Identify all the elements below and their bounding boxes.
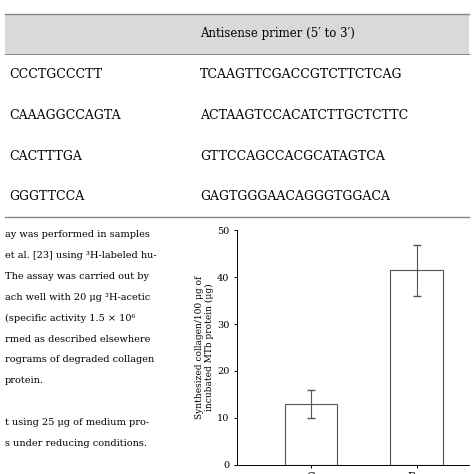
Bar — [390, 270, 443, 465]
Text: GAGTGGGAACAGGGTGGACA: GAGTGGGAACAGGGTGGACA — [200, 190, 390, 203]
Text: Antisense primer (5′ to 3′): Antisense primer (5′ to 3′) — [200, 27, 355, 40]
Text: s under reducing conditions.: s under reducing conditions. — [5, 439, 147, 448]
Text: (specific activity 1.5 × 10⁶: (specific activity 1.5 × 10⁶ — [5, 314, 135, 323]
Text: TCAAGTTCGACCGTCTTCTCAG: TCAAGTTCGACCGTCTTCTCAG — [200, 68, 402, 81]
Text: et al. [23] using ³H-labeled hu-: et al. [23] using ³H-labeled hu- — [5, 251, 156, 260]
Text: ACTAAGTCCACATCTTGCTCTTC: ACTAAGTCCACATCTTGCTCTTC — [200, 109, 408, 122]
Bar — [284, 404, 337, 465]
Bar — [5, 14, 469, 54]
Text: ach well with 20 μg ³H-acetic: ach well with 20 μg ³H-acetic — [5, 293, 150, 302]
Y-axis label: Synthesized collagen/100 μg of
incubated MTb protein (μg): Synthesized collagen/100 μg of incubated… — [195, 276, 214, 419]
Text: protein.: protein. — [5, 376, 44, 385]
Text: rmed as described elsewhere: rmed as described elsewhere — [5, 335, 150, 344]
Text: CAAAGGCCAGTA: CAAAGGCCAGTA — [9, 109, 121, 122]
Text: CACTTTGA: CACTTTGA — [9, 149, 82, 163]
Text: ay was performed in samples: ay was performed in samples — [5, 230, 150, 239]
Text: GGGTTCCA: GGGTTCCA — [9, 190, 85, 203]
Text: CCCTGCCCTT: CCCTGCCCTT — [9, 68, 102, 81]
Text: t using 25 μg of medium pro-: t using 25 μg of medium pro- — [5, 418, 149, 427]
Text: rograms of degraded collagen: rograms of degraded collagen — [5, 356, 154, 365]
Text: The assay was carried out by: The assay was carried out by — [5, 272, 149, 281]
Text: GTTCCAGCCACGCATAGTCA: GTTCCAGCCACGCATAGTCA — [200, 149, 385, 163]
